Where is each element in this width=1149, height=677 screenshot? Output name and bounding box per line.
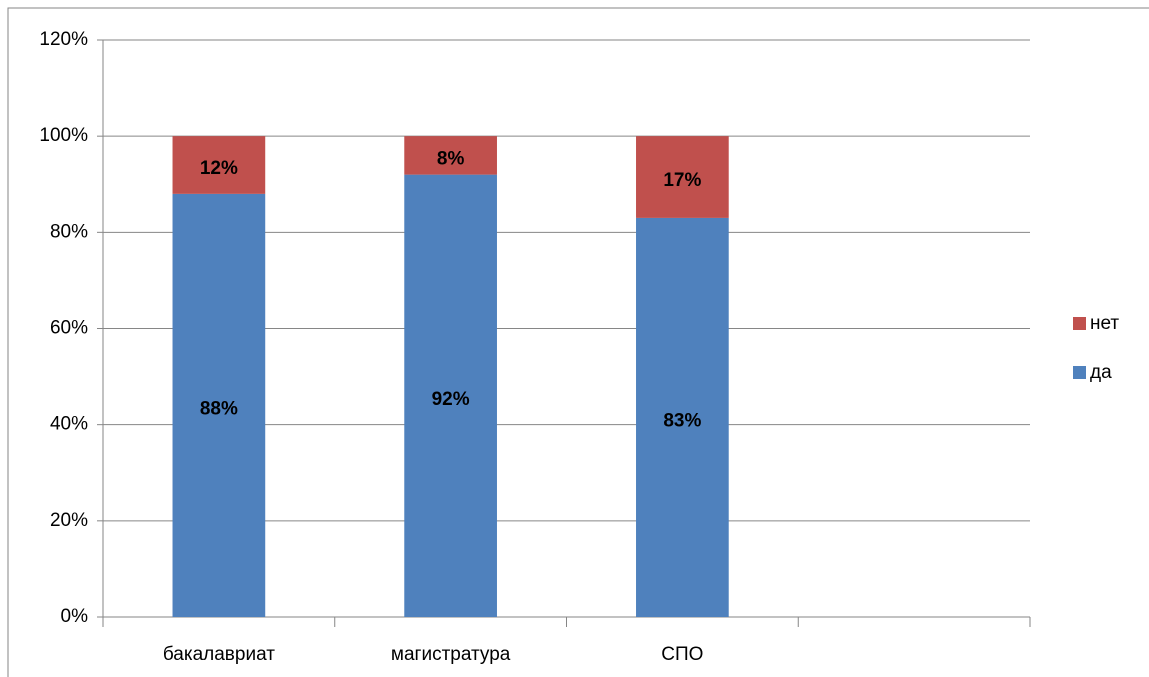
y-tick-label: 60%	[50, 318, 88, 339]
bar-segment	[636, 136, 729, 218]
chart-border	[7, 7, 1149, 677]
legend-swatch	[1073, 366, 1086, 379]
y-tick-label: 40%	[50, 414, 88, 435]
bar-segment	[636, 217, 729, 618]
data-label: 8%	[437, 148, 465, 169]
y-tick-label: 120%	[39, 29, 88, 50]
bar-segment	[172, 136, 266, 194]
legend-swatch	[1073, 317, 1086, 330]
y-tick-label: 20%	[50, 510, 88, 531]
bar-segment	[404, 174, 497, 617]
x-tick-label: СПО	[661, 644, 703, 665]
data-label: 83%	[663, 410, 701, 431]
legend-label: да	[1090, 362, 1112, 383]
data-label: 12%	[200, 158, 238, 179]
bar-segment	[404, 136, 497, 175]
x-tick-label: магистратура	[391, 644, 511, 665]
data-label: 88%	[200, 398, 238, 419]
data-label: 92%	[432, 389, 470, 410]
y-tick-label: 100%	[39, 125, 88, 146]
bar-segment	[172, 193, 266, 617]
x-tick-label: бакалавриат	[163, 644, 275, 665]
data-label: 17%	[663, 170, 701, 191]
y-tick-label: 80%	[50, 221, 88, 242]
y-tick-label: 0%	[61, 606, 89, 627]
legend-label: нет	[1090, 313, 1119, 334]
